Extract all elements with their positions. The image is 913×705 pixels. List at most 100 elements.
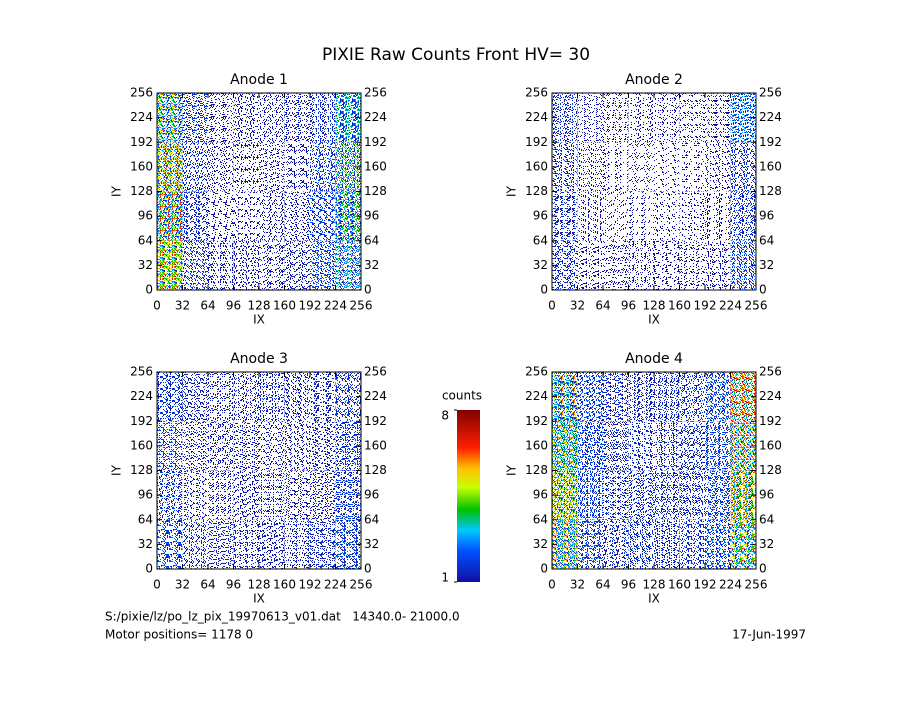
y2-tick-label: 224 [759,389,782,403]
y2-tick-label: 96 [364,488,379,502]
y2-tick-label: 0 [759,283,767,297]
y-tick-label: 0 [540,283,548,297]
heat-cell [208,372,234,422]
x-tick-label: 96 [621,299,636,313]
y-tick-label: 256 [525,86,548,100]
y2-tick-label: 224 [364,110,387,124]
y2-tick-label: 32 [759,258,774,272]
y2-tick-label: 160 [759,159,782,173]
y-tick-label: 64 [533,512,548,526]
y2-tick-label: 160 [759,438,782,452]
x-tick-label: 160 [273,299,296,313]
y2-tick-label: 128 [759,184,782,198]
x-tick-label: 192 [694,299,717,313]
heat-cell [705,421,731,471]
x-tick-label: 224 [324,578,347,592]
y-tick-label: 224 [130,110,153,124]
heat-cell [310,191,336,241]
panel-title: Anode 4 [625,351,683,367]
y2-tick-label: 128 [364,184,387,198]
heat-cell [259,372,285,422]
y2-tick-label: 192 [759,414,782,428]
y-tick-label: 192 [130,414,153,428]
y-tick-label: 96 [533,488,548,502]
x-tick-label: 128 [248,299,271,313]
y-axis-label: IY [110,464,124,476]
heat-cell [679,191,705,241]
heat-cell [284,421,310,471]
heat-cell [654,93,680,143]
heat-cell [233,142,259,192]
panel-title: Anode 1 [230,72,288,88]
footer-date: 17-Jun-1997 [732,628,806,642]
x-tick-label: 160 [668,578,691,592]
heat-cell [208,93,234,143]
y-tick-label: 160 [130,438,153,452]
y-tick-label: 128 [525,184,548,198]
y2-tick-label: 256 [759,365,782,379]
x-tick-label: 64 [595,299,610,313]
heat-cell [182,142,208,192]
colorbar-tick-label: 1 [441,571,449,585]
heat-cell [603,372,629,422]
heat-cell [679,372,705,422]
heat-cell [182,519,208,569]
heat-cell [208,142,234,192]
y2-tick-label: 256 [759,86,782,100]
heat-cell [705,142,731,192]
y2-tick-label: 64 [364,233,379,247]
heat-cell [628,372,654,422]
x-tick-label: 64 [200,578,215,592]
heat-cell [603,421,629,471]
y-tick-label: 256 [525,365,548,379]
heat-cell [577,191,603,241]
y-tick-label: 96 [533,209,548,223]
heat-cell [310,240,336,290]
y-tick-label: 64 [533,233,548,247]
figure-title: PIXIE Raw Counts Front HV= 30 [322,45,590,65]
heat-cell [577,93,603,143]
y2-tick-label: 192 [364,414,387,428]
y-tick-label: 160 [525,159,548,173]
x-tick-label: 96 [226,578,241,592]
y2-tick-label: 192 [364,135,387,149]
heat-cell [628,142,654,192]
heat-cell [182,421,208,471]
heat-cell [705,372,731,422]
heat-cell [654,372,680,422]
heat-cell [259,421,285,471]
heat-cell [654,519,680,569]
heat-cell [654,240,680,290]
y-tick-label: 0 [145,562,153,576]
x-tick-label: 128 [643,299,666,313]
heat-cell [259,519,285,569]
y2-tick-label: 32 [364,258,379,272]
footer-motor: Motor positions= 1178 0 [105,628,253,642]
heat-cell [259,470,285,520]
y2-tick-label: 0 [364,283,372,297]
heat-cell [182,470,208,520]
colorbar-label: counts [442,389,482,403]
y-tick-label: 160 [525,438,548,452]
y2-tick-label: 256 [364,365,387,379]
y-tick-label: 32 [533,258,548,272]
x-tick-label: 32 [175,578,190,592]
y2-tick-label: 192 [759,135,782,149]
heat-cell [679,93,705,143]
y-tick-label: 160 [130,159,153,173]
x-tick-label: 192 [299,578,322,592]
y-tick-label: 224 [130,389,153,403]
x-axis-label: IX [253,313,265,327]
heat-cell [259,142,285,192]
y-tick-label: 128 [130,463,153,477]
heat-cell [603,519,629,569]
y-tick-label: 192 [525,135,548,149]
heat-cell [259,93,285,143]
x-tick-label: 160 [668,299,691,313]
heat-cell [208,470,234,520]
footer-file: S:/pixie/lz/po_lz_pix_19970613_v01.dat 1… [105,610,460,624]
heat-cell [603,240,629,290]
heat-cell [577,372,603,422]
x-tick-label: 256 [745,578,768,592]
y-tick-label: 128 [525,463,548,477]
